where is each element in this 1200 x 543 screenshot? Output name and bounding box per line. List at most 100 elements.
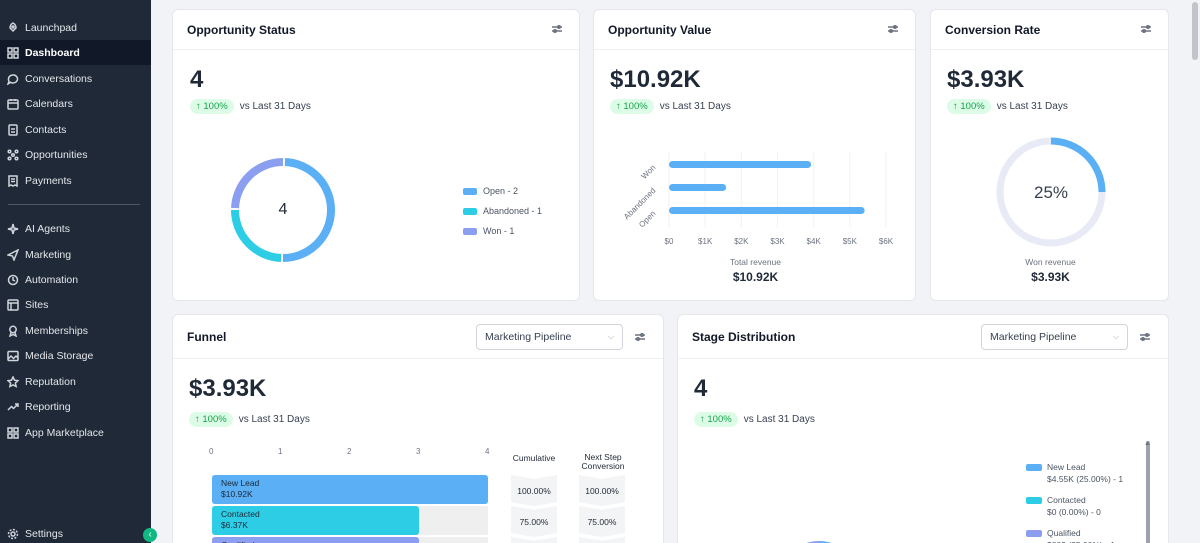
chevron-down-icon: ⌵ [607,332,614,341]
funnel-axis-tick: 4 [485,447,490,456]
scroll-up-icon[interactable]: ▲ [1144,440,1151,447]
sidebar-item-label: App Marketplace [25,426,104,439]
sidebar-item-sites[interactable]: Sites [0,292,151,317]
sidebar-item-label: Marketing [25,248,72,261]
sidebar-item-label: Calendars [25,97,73,110]
next-step-value: 75.00% [579,506,625,537]
sidebar-divider [8,204,140,205]
sidebar-item-label: Reporting [25,400,71,413]
chart-footer-label: Total revenue [729,257,782,267]
cumulative-value: 75.00% [511,506,557,537]
stage-legend-name: New Lead [1047,462,1086,472]
card-title: Conversion Rate [945,22,1041,37]
y-category-label: Won [640,163,658,181]
sidebar-item-label: Payments [25,174,72,187]
delta-row: ↑ 100% vs Last 31 Days [190,99,311,114]
sidebar-item-contacts[interactable]: Contacts [0,117,151,142]
sidebar-item-media-storage[interactable]: Media Storage [0,343,151,368]
sidebar-item-label: Dashboard [25,46,80,59]
sidebar-item-calendars[interactable]: Calendars [0,91,151,116]
gauge-footer-label: Won revenue [1025,257,1076,267]
x-tick-label: $2K [734,237,749,246]
donut-slice-abandoned[interactable] [231,209,282,262]
sidebar-item-app-marketplace[interactable]: App Marketplace [0,420,151,445]
sparkle-icon [6,222,19,235]
sidebar-item-launchpad[interactable]: Launchpad [0,15,151,40]
funnel-axis-tick: 3 [416,447,421,456]
stage-legend-item[interactable]: Qualified$883 (25.00%) - 1 [1026,527,1115,543]
sidebar-item-label: Conversations [25,72,93,85]
delta-text: vs Last 31 Days [238,414,310,425]
legend-swatch [463,227,477,235]
delta-text: vs Last 31 Days [239,101,311,112]
sidebar-item-marketing[interactable]: Marketing [0,242,151,267]
donut-slice-open[interactable] [282,158,335,262]
legend-scrollbar[interactable] [1146,441,1150,543]
legend-swatch [463,187,477,195]
delta-text: vs Last 31 Days [659,101,731,112]
sidebar-item-reporting[interactable]: Reporting [0,394,151,419]
scrollbar-thumb[interactable] [1192,2,1198,60]
funnel-axis-tick: 0 [209,447,214,456]
funnel-stage-name: Contacted [221,509,260,519]
sidebar-item-memberships[interactable]: Memberships [0,318,151,343]
funnel-axis-tick: 2 [347,447,352,456]
x-tick-label: $1K [698,237,713,246]
next-step-value [579,537,625,543]
page-scrollbar[interactable] [1190,0,1200,543]
globe-icon [6,298,19,311]
rocket-icon [6,21,19,34]
bar-won[interactable] [669,161,812,168]
filter-icon[interactable] [634,331,648,345]
legend-label: Won - 1 [483,226,515,236]
pipeline-select[interactable]: Marketing Pipeline ⌵ [476,324,623,350]
gauge-percent-label: 25% [1034,183,1068,202]
funnel-stage-name: New Lead [221,478,260,488]
sidebar-item-label: Reputation [25,375,76,388]
donut-slice-won[interactable] [231,158,284,209]
image-icon [6,349,19,362]
filter-icon[interactable] [1139,331,1153,345]
sidebar-item-label: AI Agents [25,222,70,235]
funnel-stage-name: Qualified [221,540,410,543]
funnel-bar-contacted[interactable]: Contacted $6.37K [212,506,419,535]
filter-icon[interactable] [551,23,565,37]
funnel-bar-new-lead[interactable]: New Lead $10.92K [212,475,488,504]
filter-icon[interactable] [887,23,901,37]
collapse-sidebar-button[interactable]: ‹ [143,528,157,542]
stage-legend-detail: $883 (25.00%) - 1 [1047,539,1115,543]
trend-icon [6,400,19,413]
legend-swatch [463,207,477,215]
opportunity-status-card: Opportunity Status 4 ↑ 100% vs Last 31 D… [172,9,580,301]
stage-legend-item[interactable]: Contacted $0 (0.00%) - 0 [1026,494,1101,518]
sidebar-item-conversations[interactable]: Conversations [0,66,151,91]
x-tick-label: $5K [843,237,858,246]
grid-icon [6,46,19,59]
sidebar-item-payments[interactable]: Payments [0,168,151,193]
status-donut-chart: 4 [231,158,335,262]
filter-icon[interactable] [1140,23,1154,37]
legend-item[interactable]: Open - 2 [463,186,518,196]
stage-legend-detail: $4.55K (25.00%) - 1 [1047,474,1124,484]
sidebar-item-reputation[interactable]: Reputation [0,369,151,394]
sidebar-item-settings[interactable]: Settings [0,521,151,543]
gauge-footer-value: $3.93K [1031,270,1070,284]
stage-count: 4 [694,375,708,402]
legend-label: Abandoned - 1 [483,206,543,216]
pipeline-select[interactable]: Marketing Pipeline ⌵ [981,324,1128,350]
sidebar-item-dashboard[interactable]: Dashboard [0,40,151,65]
sidebar-item-ai-agents[interactable]: AI Agents [0,216,151,241]
delta-row: ↑ 100% vs Last 31 Days [189,412,310,427]
delta-text: vs Last 31 Days [743,414,815,425]
legend-item[interactable]: Won - 1 [463,226,514,236]
x-tick-label: $0 [665,237,674,246]
card-title: Opportunity Value [608,22,712,37]
legend-item[interactable]: Abandoned - 1 [463,206,542,216]
stage-legend-item[interactable]: New Lead $4.55K (25.00%) - 1 [1026,461,1123,485]
funnel-bar-qualified[interactable]: Qualified [212,537,419,543]
next-step-header: Next Step Conversion [581,452,625,471]
sidebar-item-opportunities[interactable]: Opportunities [0,142,151,167]
bar-abandoned[interactable] [669,184,727,191]
sidebar-item-automation[interactable]: Automation [0,267,151,292]
bar-open[interactable] [669,207,865,214]
